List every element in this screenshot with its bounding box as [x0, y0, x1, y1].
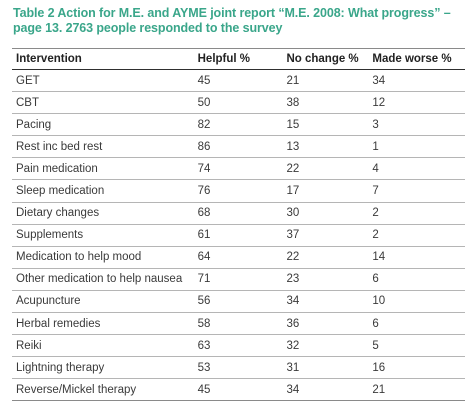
- cell-no-change: 36: [286, 312, 373, 336]
- table-row: Herbal remedies 58 36 6: [12, 312, 465, 336]
- cell-made-worse: 10: [372, 290, 465, 314]
- table-row: Pain medication 74 22 4: [12, 157, 465, 181]
- cell-made-worse: 3: [372, 113, 465, 137]
- cell-intervention: CBT: [12, 91, 198, 115]
- table-row: Dietary changes 68 30 2: [12, 202, 465, 225]
- cell-intervention: Lightning therapy: [12, 356, 198, 380]
- cell-made-worse: 2: [372, 224, 465, 247]
- cell-helpful: 76: [197, 179, 287, 203]
- cell-made-worse: 21: [372, 378, 465, 402]
- cell-made-worse: 14: [372, 246, 465, 269]
- cell-helpful: 58: [197, 312, 287, 336]
- caption-line-1: Table 2 Action for M.E. and AYME joint r…: [13, 6, 451, 20]
- table-header-row: Intervention Helpful % No change % Made …: [12, 48, 465, 70]
- cell-no-change: 37: [286, 224, 373, 247]
- cell-no-change: 31: [286, 356, 373, 380]
- cell-intervention: Medication to help mood: [12, 246, 198, 269]
- cell-no-change: 22: [286, 157, 373, 181]
- cell-made-worse: 6: [372, 268, 465, 291]
- header-intervention: Intervention: [12, 48, 198, 70]
- cell-intervention: Acupuncture: [12, 290, 198, 314]
- table-row: Supplements 61 37 2: [12, 224, 465, 247]
- cell-made-worse: 6: [372, 312, 465, 336]
- table-caption: Table 2 Action for M.E. and AYME joint r…: [13, 6, 463, 36]
- table-row: Rest inc bed rest 86 13 1: [12, 135, 465, 159]
- table-row: GET 45 21 34: [12, 69, 465, 93]
- cell-made-worse: 16: [372, 356, 465, 380]
- cell-made-worse: 2: [372, 202, 465, 225]
- cell-intervention: GET: [12, 69, 198, 93]
- cell-intervention: Dietary changes: [12, 202, 198, 225]
- cell-made-worse: 7: [372, 179, 465, 203]
- table-body: GET 45 21 34 CBT 50 38 12 Pacing 82 15 3 Rest inc be…: [12, 69, 465, 402]
- cell-no-change: 21: [286, 69, 373, 93]
- header-made-worse: Made worse %: [372, 48, 465, 70]
- cell-helpful: 50: [197, 91, 287, 115]
- cell-intervention: Rest inc bed rest: [12, 135, 198, 159]
- cell-helpful: 45: [197, 69, 287, 93]
- cell-helpful: 45: [197, 378, 287, 402]
- cell-no-change: 38: [286, 91, 373, 115]
- cell-helpful: 86: [197, 135, 287, 159]
- cell-made-worse: 12: [372, 91, 465, 115]
- table-row: Lightning therapy 53 31 16: [12, 356, 465, 380]
- cell-intervention: Other medication to help nausea: [12, 268, 198, 291]
- header-helpful: Helpful %: [197, 48, 287, 70]
- table-row: Reiki 63 32 5: [12, 334, 465, 358]
- cell-intervention: Herbal remedies: [12, 312, 198, 336]
- table-row: Other medication to help nausea 71 23 6: [12, 268, 465, 291]
- cell-helpful: 64: [197, 246, 287, 269]
- caption-line-2: page 13. 2763 people responded to the su…: [13, 21, 283, 35]
- table-row: Acupuncture 56 34 10: [12, 290, 465, 314]
- cell-made-worse: 4: [372, 157, 465, 181]
- cell-no-change: 17: [286, 179, 373, 203]
- cell-intervention: Reiki: [12, 334, 198, 358]
- table-row: Medication to help mood 64 22 14: [12, 246, 465, 269]
- table-row: CBT 50 38 12: [12, 91, 465, 115]
- cell-intervention: Supplements: [12, 224, 198, 247]
- cell-no-change: 15: [286, 113, 373, 137]
- cell-helpful: 63: [197, 334, 287, 358]
- cell-made-worse: 34: [372, 69, 465, 93]
- cell-helpful: 68: [197, 202, 287, 225]
- cell-helpful: 71: [197, 268, 287, 291]
- cell-no-change: 13: [286, 135, 373, 159]
- cell-intervention: Pacing: [12, 113, 198, 137]
- table-row: Pacing 82 15 3: [12, 113, 465, 137]
- cell-intervention: Reverse/Mickel therapy: [12, 378, 198, 402]
- cell-helpful: 61: [197, 224, 287, 247]
- cell-made-worse: 1: [372, 135, 465, 159]
- cell-intervention: Sleep medication: [12, 179, 198, 203]
- cell-intervention: Pain medication: [12, 157, 198, 181]
- cell-no-change: 22: [286, 246, 373, 269]
- table-row: Sleep medication 76 17 7: [12, 179, 465, 203]
- cell-no-change: 34: [286, 378, 373, 402]
- cell-helpful: 82: [197, 113, 287, 137]
- header-no-change: No change %: [286, 48, 373, 70]
- cell-no-change: 30: [286, 202, 373, 225]
- cell-no-change: 32: [286, 334, 373, 358]
- cell-no-change: 23: [286, 268, 373, 291]
- cell-helpful: 53: [197, 356, 287, 380]
- table-row: Reverse/Mickel therapy 45 34 21: [12, 378, 465, 402]
- cell-made-worse: 5: [372, 334, 465, 358]
- cell-helpful: 56: [197, 290, 287, 314]
- survey-results-table: Intervention Helpful % No change % Made …: [12, 48, 465, 402]
- cell-no-change: 34: [286, 290, 373, 314]
- cell-helpful: 74: [197, 157, 287, 181]
